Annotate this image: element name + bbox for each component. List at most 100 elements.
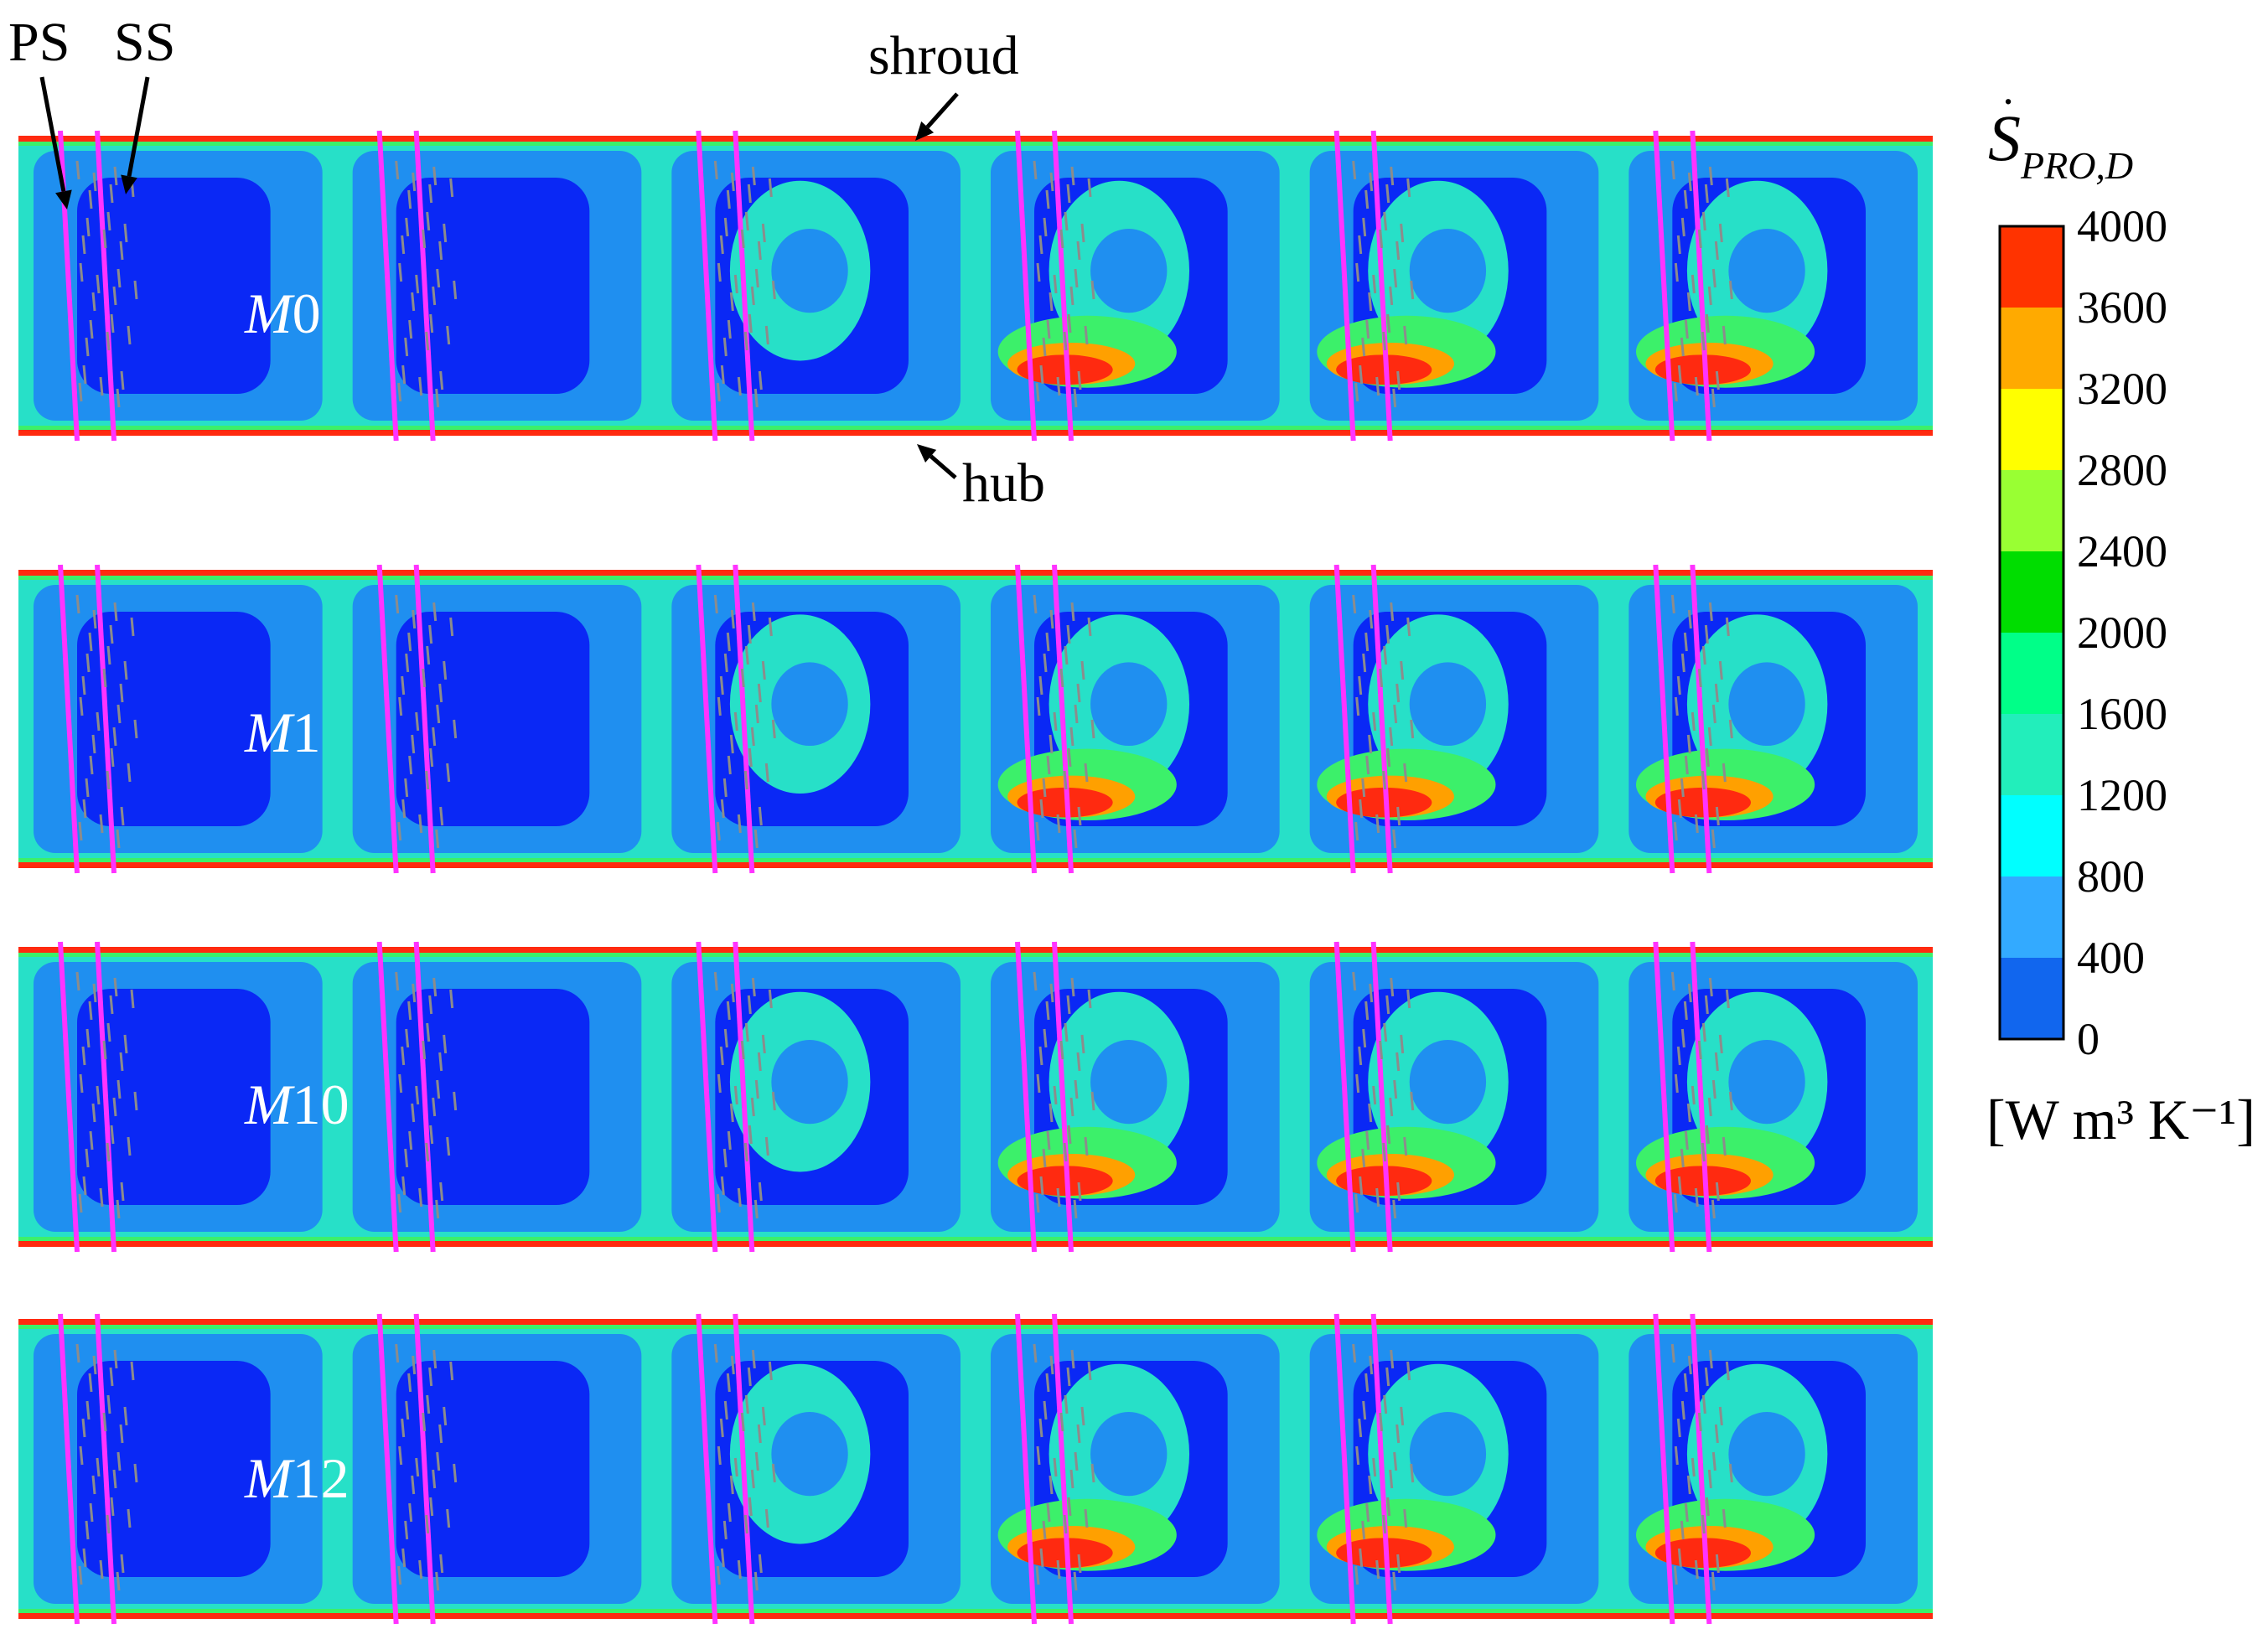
particle-streak — [1718, 223, 1723, 243]
particle-streak — [750, 727, 755, 747]
particle-streak — [435, 1199, 440, 1219]
particle-streak — [751, 977, 756, 997]
particle-streak — [1364, 1373, 1370, 1393]
blade-line — [1653, 130, 1675, 442]
particle-streak — [415, 711, 420, 732]
particle-streak — [1359, 365, 1364, 385]
colorbar-tick-label: 2000 — [2077, 608, 2167, 658]
particle-streak — [1389, 286, 1394, 306]
particle-streak — [425, 770, 430, 790]
particle-streak — [1711, 704, 1717, 724]
particle-streak — [443, 1406, 448, 1426]
particle-streak — [1674, 696, 1679, 716]
particle-streak — [1369, 1355, 1374, 1375]
particle-streak — [418, 1187, 423, 1207]
particle-streak — [1701, 645, 1706, 665]
particle-streak — [133, 719, 138, 739]
particle-streak — [1375, 376, 1380, 396]
particle-streak — [1383, 645, 1388, 665]
particle-streak — [1049, 1475, 1054, 1495]
particle-streak — [446, 763, 451, 783]
particle-streak — [1673, 382, 1678, 402]
particle-streak — [1385, 1367, 1390, 1387]
particle-streak — [753, 829, 759, 849]
blade-line — [376, 1313, 399, 1625]
particle-streak — [1674, 1073, 1679, 1094]
particle-streak — [130, 1361, 135, 1381]
particle-streak — [1076, 240, 1081, 261]
particle-streak — [1687, 983, 1692, 1003]
particle-streak — [1705, 747, 1710, 768]
particle-streak — [91, 1103, 96, 1123]
cavity-cell — [1309, 1313, 1599, 1625]
particle-streak — [740, 229, 745, 249]
particle-streak — [412, 609, 417, 629]
particle-streak — [1694, 376, 1699, 396]
particle-streak — [1074, 704, 1079, 724]
particle-streak — [1372, 274, 1377, 294]
particle-streak — [722, 778, 728, 798]
blade-line — [376, 564, 399, 874]
particle-streak — [91, 734, 96, 754]
particle-streak — [1070, 977, 1075, 997]
particle-streak — [1368, 292, 1373, 312]
particle-streak — [1087, 178, 1092, 198]
particle-streak — [82, 365, 87, 385]
particle-streak — [1701, 1142, 1706, 1162]
particle-streak — [432, 286, 437, 306]
particle-streak — [1694, 1187, 1699, 1207]
particle-streak — [1043, 1400, 1048, 1420]
particle-streak — [1389, 1469, 1394, 1489]
blade-line — [58, 941, 80, 1253]
particle-streak — [719, 235, 724, 255]
particle-streak — [119, 683, 124, 703]
case-label-m1: M1 — [245, 701, 321, 764]
particle-streak — [439, 370, 444, 390]
particle-streak — [1694, 1559, 1699, 1580]
particle-streak — [102, 668, 107, 688]
particle-streak — [1049, 292, 1054, 312]
particle-streak — [1090, 1091, 1095, 1111]
particle-streak — [1680, 1520, 1685, 1540]
particle-streak — [1680, 1028, 1685, 1048]
particle-streak — [1718, 1406, 1723, 1426]
shroud-label: shroud — [868, 25, 1019, 86]
particle-streak — [1382, 770, 1387, 790]
colorbar-segment — [2000, 470, 2063, 551]
particle-streak — [757, 1052, 762, 1072]
particle-streak — [1684, 1502, 1689, 1523]
particle-streak — [754, 268, 759, 288]
particle-streak — [1676, 675, 1681, 695]
particle-streak — [1697, 1412, 1702, 1432]
particle-streak — [1707, 286, 1712, 306]
particle-streak — [404, 778, 409, 798]
particle-streak — [758, 806, 763, 826]
particle-streak — [1046, 319, 1051, 339]
particle-streak — [757, 1424, 762, 1444]
particle-streak — [1084, 1136, 1089, 1156]
particle-streak — [744, 1394, 749, 1414]
blade-line — [58, 564, 80, 874]
blade-line — [1370, 130, 1393, 442]
particle-streak — [717, 1445, 722, 1466]
particle-streak — [1036, 1445, 1041, 1466]
particle-streak — [1677, 799, 1682, 819]
particle-streak — [726, 1373, 731, 1393]
particle-streak — [425, 331, 430, 351]
blade-line — [696, 941, 718, 1253]
particle-streak — [106, 1394, 111, 1414]
particle-streak — [713, 594, 718, 614]
particle-streak — [112, 286, 117, 306]
particle-streak — [1386, 313, 1391, 334]
particle-streak — [130, 617, 135, 637]
blade-line — [413, 941, 436, 1253]
particle-streak — [747, 995, 752, 1015]
particle-streak — [713, 971, 718, 991]
particle-streak — [1059, 668, 1064, 688]
particle-streak — [426, 645, 431, 665]
particle-streak — [764, 763, 769, 783]
particle-streak — [720, 1548, 725, 1568]
blade-line — [413, 564, 436, 874]
particle-streak — [1053, 1085, 1058, 1105]
particle-streak — [1365, 755, 1370, 775]
